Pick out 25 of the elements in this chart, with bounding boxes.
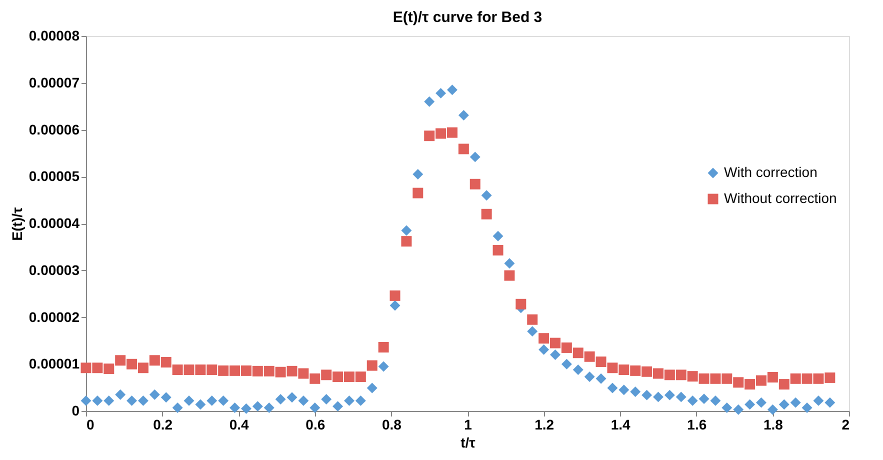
y-tick-label: 0.00002 <box>28 308 80 325</box>
y-tick-label: 0.00001 <box>28 356 80 372</box>
x-tick-label: 2 <box>842 416 850 432</box>
x-tick-label: 1 <box>464 416 472 432</box>
y-tick-label: 0.00004 <box>28 215 80 231</box>
x-tick-label: 1.6 <box>687 416 707 432</box>
x-tick-label: 1.2 <box>534 416 554 432</box>
x-axis-title: t/τ <box>460 434 476 450</box>
chart-title: E(t)/τ curve for Bed 3 <box>392 9 542 26</box>
legend-label: Without correction <box>724 190 837 206</box>
x-tick-label: 1.4 <box>610 416 631 432</box>
legend-label: With correction <box>724 164 818 180</box>
x-tick-label: 0.4 <box>229 416 250 432</box>
y-tick-label: 0 <box>72 402 80 418</box>
x-tick-label: 0.8 <box>382 416 402 432</box>
x-tick-label: 0.2 <box>153 416 173 432</box>
y-tick-label: 0.00006 <box>28 121 80 138</box>
x-tick-label: 0.6 <box>306 416 326 432</box>
y-tick-label: 0.00005 <box>28 168 80 184</box>
y-tick-label: 0.00003 <box>28 262 80 278</box>
x-tick-label: 1.8 <box>763 416 784 432</box>
y-axis-title: E(t)/τ <box>8 206 25 241</box>
y-tick-label: 0.00007 <box>28 74 80 90</box>
y-tick-label: 0.00008 <box>28 28 80 44</box>
x-tick-label: 0 <box>86 416 94 432</box>
